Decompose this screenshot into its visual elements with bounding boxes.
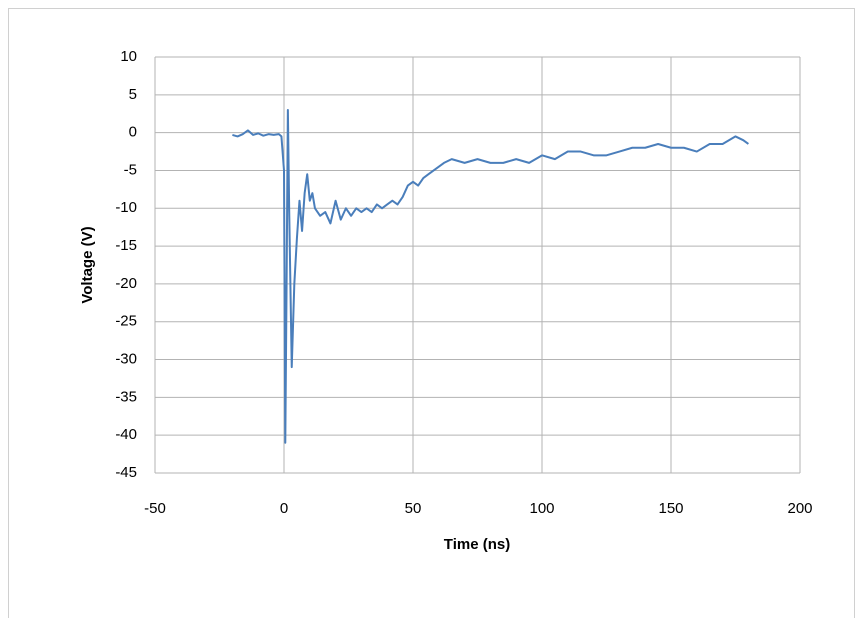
y-tick-label: -5	[124, 161, 137, 178]
y-axis-title: Voltage (V)	[79, 226, 96, 303]
y-tick-label: 10	[120, 48, 137, 65]
data-line	[232, 108, 749, 444]
y-tick-label: -25	[115, 313, 137, 330]
x-tick-label: -50	[144, 500, 166, 517]
x-tick-label: 100	[529, 500, 554, 517]
y-tick-label: 0	[129, 124, 137, 141]
y-tick-label: -10	[115, 199, 137, 216]
x-tick-label: 150	[658, 500, 683, 517]
x-axis-title: Time (ns)	[444, 536, 510, 553]
chart-frame	[8, 8, 855, 623]
y-tick-label: -35	[115, 388, 137, 405]
x-tick-label: 200	[787, 500, 812, 517]
y-tick-label: -30	[115, 351, 137, 368]
y-tick-label: 5	[129, 86, 137, 103]
x-tick-label: 0	[280, 500, 288, 517]
y-tick-label: -45	[115, 464, 137, 481]
y-tick-label: -40	[115, 426, 137, 443]
x-tick-label: 50	[405, 500, 422, 517]
y-tick-label: -15	[115, 237, 137, 254]
y-tick-label: -20	[115, 275, 137, 292]
